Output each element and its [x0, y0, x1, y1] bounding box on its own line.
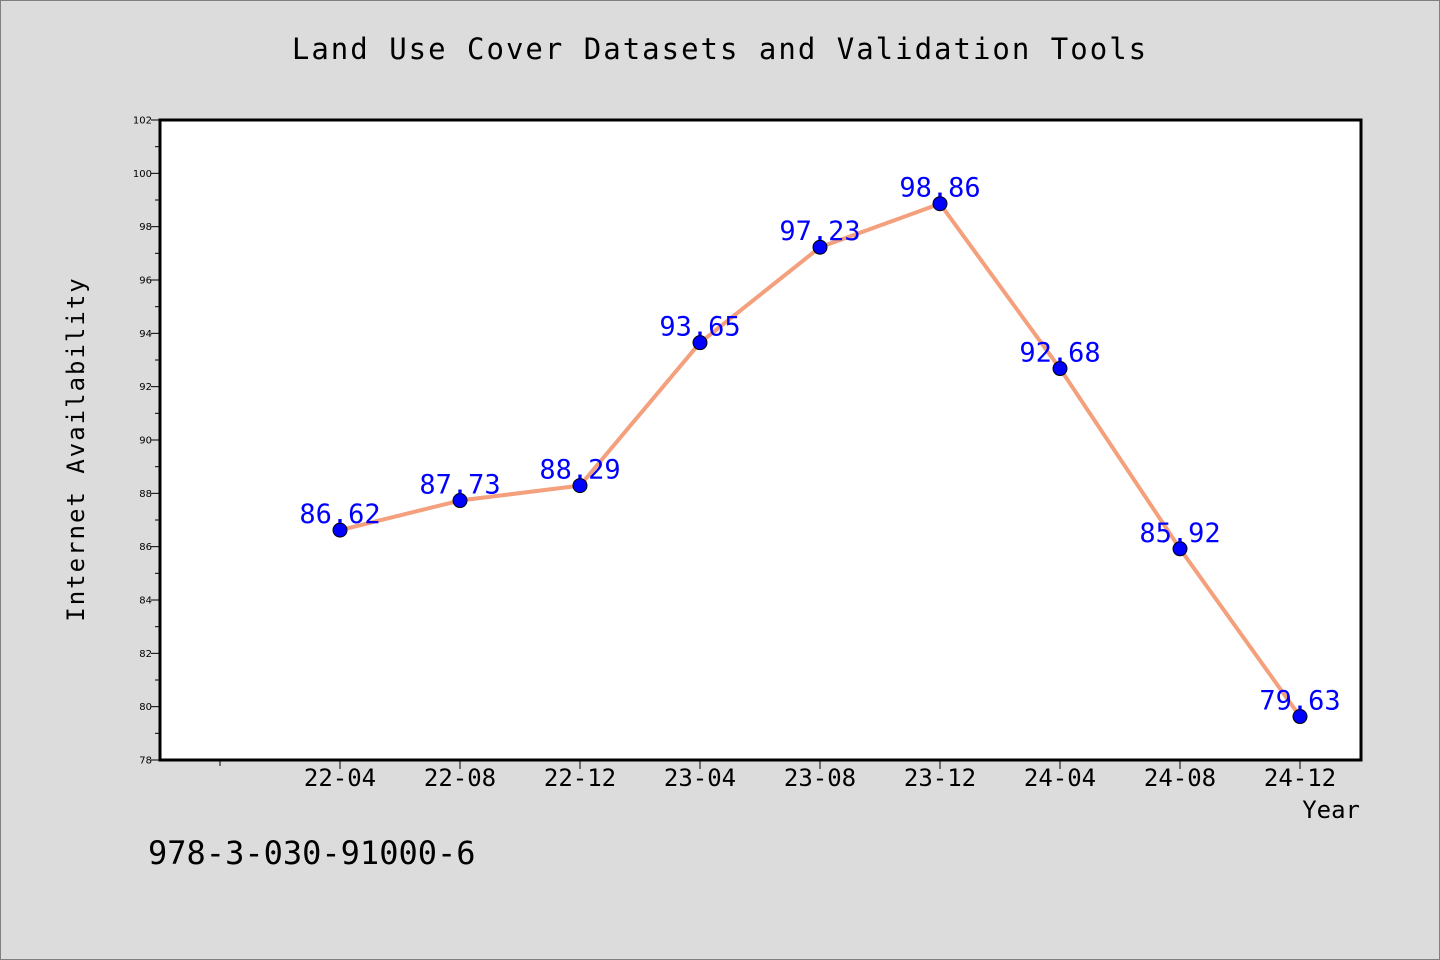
x-axis: 22-04 22-08 22-12 23-04 23-08 23-12 24-04 24-08… [219, 760, 1336, 792]
y-tick-label: 92 [139, 382, 152, 393]
y-tick-label: 102 [133, 116, 152, 127]
data-point [1292, 709, 1308, 725]
data-label: 98.86 [899, 173, 980, 204]
data-point [812, 239, 828, 255]
y-tick-label: 100 [133, 169, 152, 180]
x-tick-label: 22-12 [544, 764, 616, 792]
y-tick-label: 86 [139, 542, 152, 553]
y-tick-label: 94 [139, 329, 152, 340]
data-label: 85.92 [1139, 518, 1220, 549]
isbn-text: 978-3-030-91000-6 [148, 834, 476, 872]
y-tick-label: 80 [139, 702, 152, 713]
data-point [452, 493, 468, 509]
y-tick-label: 98 [139, 222, 152, 233]
x-tick-label: 24-04 [1024, 764, 1096, 792]
series-markers [332, 196, 1308, 725]
y-tick-label: 90 [139, 436, 152, 447]
data-point [1172, 541, 1188, 557]
data-label: 92.68 [1019, 338, 1100, 369]
x-tick-label: 23-04 [664, 764, 736, 792]
x-tick-label: 24-08 [1144, 764, 1216, 792]
data-labels: 86.62 87.73 88.29 93.65 97.23 98.86 92.68 85.92… [299, 173, 1340, 717]
data-label: 79.63 [1259, 686, 1340, 717]
data-point [1052, 361, 1068, 377]
data-point [572, 478, 588, 494]
y-tick-label: 84 [139, 596, 152, 607]
y-tick-label: 88 [139, 489, 152, 500]
data-label: 87.73 [419, 470, 500, 501]
y-tick-label: 82 [139, 649, 152, 660]
plot-area [158, 118, 1363, 762]
data-point [932, 196, 948, 212]
data-label: 88.29 [539, 455, 620, 486]
x-tick-label: 24-12 [1264, 764, 1336, 792]
chart-title: Land Use Cover Datasets and Validation T… [291, 32, 1149, 66]
x-tick-label: 22-08 [424, 764, 496, 792]
data-point [692, 335, 708, 351]
x-tick-label: 23-12 [904, 764, 976, 792]
data-label: 93.65 [659, 312, 740, 343]
data-point [332, 522, 348, 538]
x-axis-label: Year [1302, 796, 1360, 824]
y-axis-label: Internet Availability [62, 276, 90, 622]
y-tick-label: 78 [139, 756, 152, 767]
x-tick-label: 22-04 [304, 764, 376, 792]
x-tick-label: 23-08 [784, 764, 856, 792]
data-label: 97.23 [779, 216, 860, 247]
data-label: 86.62 [299, 499, 380, 530]
y-axis: 78 80 82 84 86 88 90 92 94 96 98 100 102 [133, 116, 160, 767]
y-tick-label: 96 [139, 276, 152, 287]
